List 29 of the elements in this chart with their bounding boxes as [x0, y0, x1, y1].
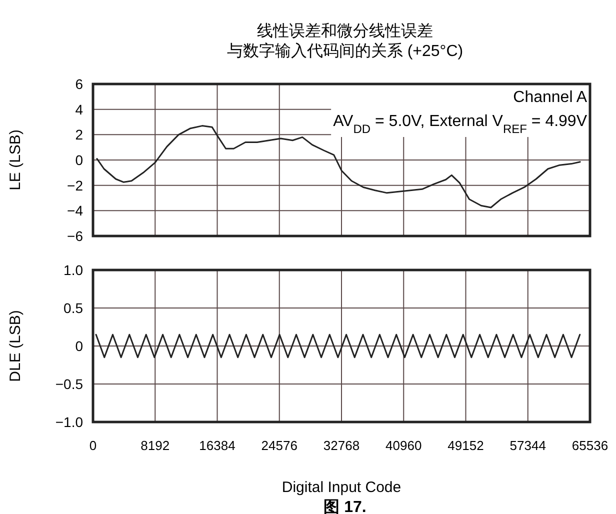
- y-axis-title: LE (LSB): [7, 130, 24, 190]
- x-tick-label: 8192: [140, 438, 170, 453]
- y-tick-label: 6: [75, 76, 84, 92]
- annotation: Channel A: [513, 89, 588, 106]
- caption: 图 17.: [324, 499, 366, 514]
- x-tick-label: 16384: [199, 438, 236, 453]
- y-tick-label: −2: [67, 177, 84, 194]
- y-tick-label: −0.5: [55, 376, 84, 392]
- y-tick-label: 2: [75, 126, 84, 143]
- y-tick-label: 0: [75, 152, 84, 168]
- x-axis-title: Digital Input Code: [282, 479, 402, 496]
- x-tick-label: 0: [89, 438, 97, 453]
- y-tick-label: −6: [67, 228, 84, 244]
- x-tick-label: 24576: [261, 438, 298, 453]
- x-tick-label: 49152: [448, 438, 484, 453]
- x-tick-label: 32768: [323, 438, 360, 453]
- annotation: AV$_{DD}$ = 5.0V, External V$_{REF}$ = 4.99V: [333, 113, 588, 136]
- y-tick-label: 0: [75, 338, 84, 354]
- y-tick-label: −1.0: [55, 414, 84, 430]
- x-tick-label: 57344: [510, 438, 546, 453]
- chart-subtitle: 与数字输入代码间的关系 (+25°C): [226, 42, 464, 60]
- y-tick-label: 4: [75, 101, 84, 118]
- y-axis-title: DLE (LSB): [7, 310, 24, 382]
- x-tick-label: 40960: [386, 438, 422, 453]
- x-tick-label: 65536: [572, 438, 608, 453]
- chart-title: 线性误差和微分线性误差: [257, 22, 433, 40]
- y-tick-label: 0.5: [64, 300, 84, 316]
- y-tick-label: −4: [67, 202, 84, 219]
- y-tick-label: 1.0: [64, 262, 84, 278]
